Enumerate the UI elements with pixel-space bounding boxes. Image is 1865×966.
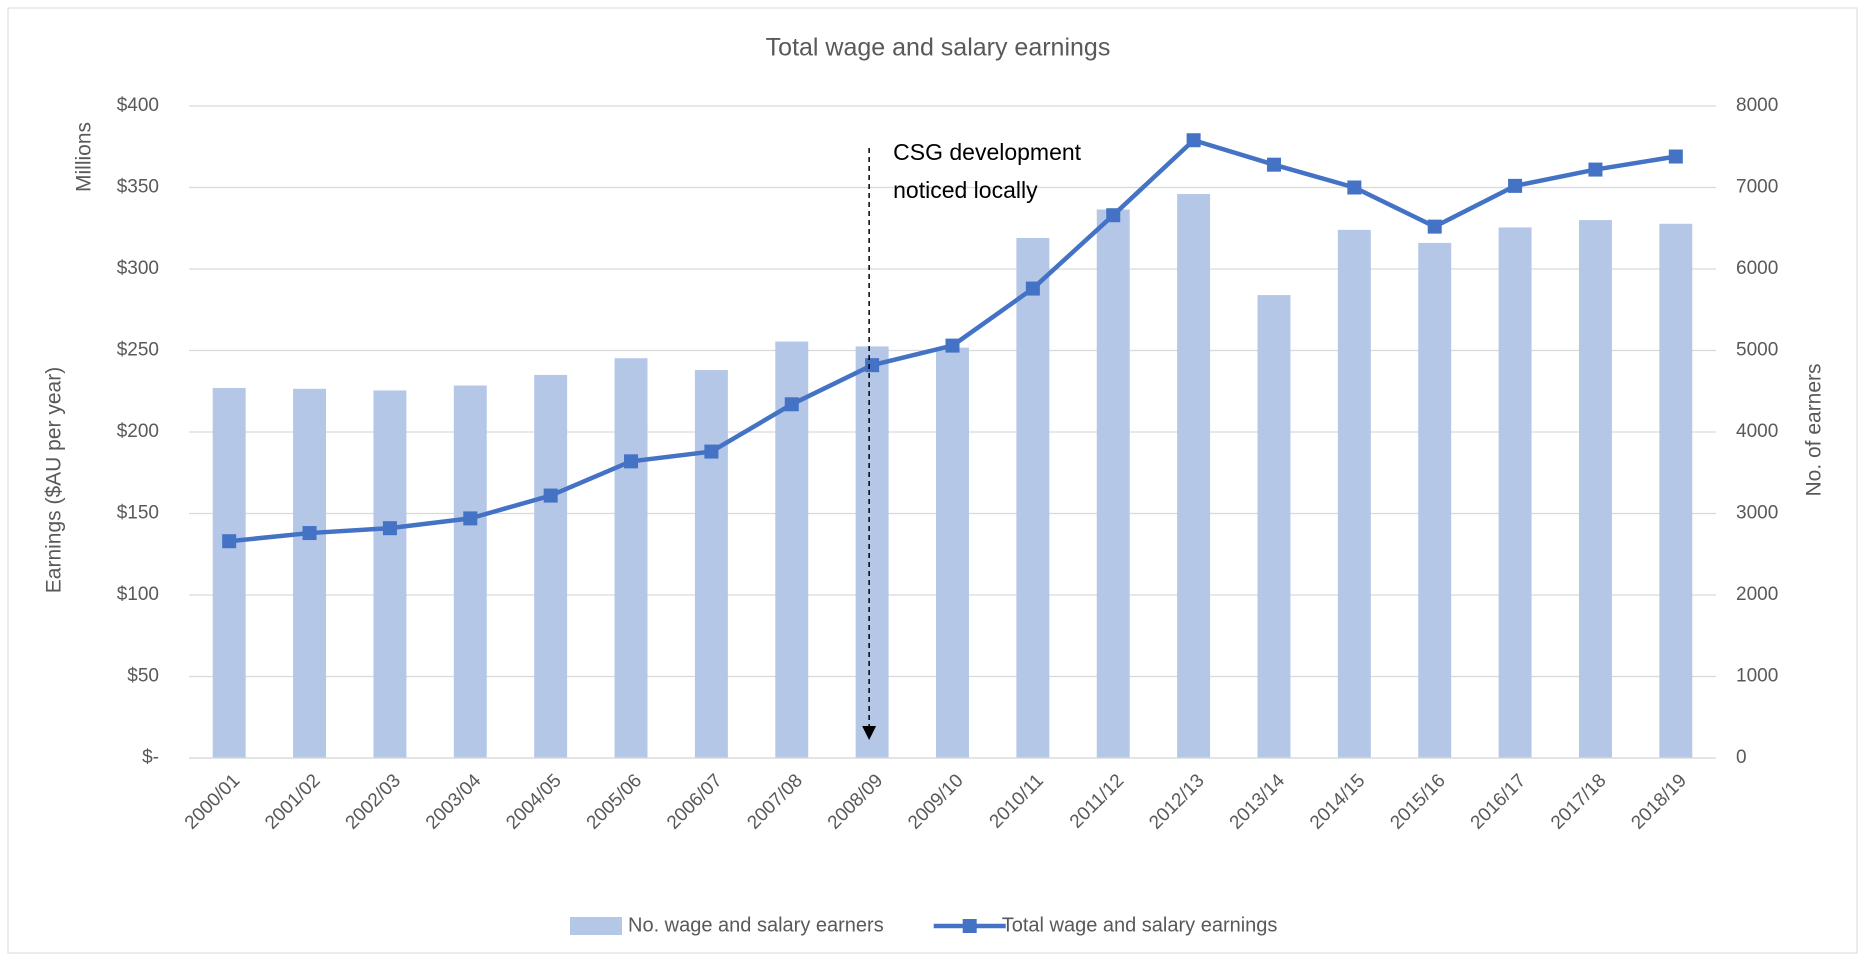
y2-tick-label: 2000 — [1736, 584, 1778, 605]
bar — [1177, 194, 1211, 758]
bar — [855, 346, 889, 758]
bar — [1257, 295, 1291, 758]
y2-axis-title: No. of earners — [1803, 363, 1826, 496]
chart-title: Total wage and salary earnings — [766, 34, 1111, 62]
y-tick-label: $150 — [117, 503, 159, 524]
line-marker — [1588, 162, 1603, 177]
y2-tick-label: 6000 — [1736, 258, 1778, 279]
y2-tick-label: 0 — [1736, 747, 1747, 768]
y-tick-label: $50 — [127, 666, 159, 687]
annotation-text: noticed locally — [893, 177, 1038, 203]
bar — [1498, 227, 1532, 758]
line-marker — [784, 397, 799, 412]
line-marker — [1266, 157, 1281, 172]
legend-swatch-marker — [962, 919, 977, 933]
bar — [936, 347, 969, 758]
bar — [694, 370, 728, 758]
bar — [1578, 220, 1612, 759]
line-marker — [222, 534, 237, 549]
line-marker — [1025, 281, 1040, 296]
bar — [293, 388, 327, 758]
y-tick-label: $300 — [117, 258, 159, 279]
bar — [1659, 223, 1693, 758]
annotation-text: CSG development — [893, 139, 1082, 165]
bar — [614, 358, 648, 758]
y2-tick-label: 4000 — [1736, 421, 1778, 442]
line-marker — [543, 488, 558, 503]
y-tick-label: $350 — [117, 177, 159, 198]
bar — [1418, 242, 1452, 759]
bar — [453, 385, 487, 758]
line-marker — [945, 338, 960, 353]
y2-tick-label: 1000 — [1736, 666, 1778, 687]
line-marker — [1186, 133, 1201, 148]
legend-label: Total wage and salary earnings — [1002, 914, 1278, 936]
line-marker — [1668, 149, 1683, 164]
y-tick-label: $- — [142, 747, 159, 768]
y-tick-label: $200 — [117, 421, 159, 442]
y-axis-title: Earnings ($AU per year) — [43, 367, 66, 593]
y2-tick-label: 8000 — [1736, 95, 1778, 116]
bar — [534, 374, 568, 758]
y2-tick-label: 3000 — [1736, 503, 1778, 524]
line-marker — [1427, 219, 1442, 234]
bar — [1016, 238, 1050, 758]
annotation-arrowhead — [862, 726, 877, 740]
line-marker — [1106, 208, 1121, 223]
bar — [1096, 209, 1130, 758]
line-marker — [865, 358, 880, 373]
line-marker — [1508, 178, 1523, 193]
bar — [212, 387, 246, 758]
y-tick-label: $250 — [117, 340, 159, 361]
line-marker — [624, 454, 639, 469]
line-marker — [302, 526, 317, 541]
bar — [1337, 229, 1371, 758]
legend-swatch — [570, 917, 622, 935]
line-marker — [704, 444, 719, 459]
bar — [373, 390, 407, 758]
y-tick-label: $100 — [117, 584, 159, 605]
y-axis-unit: Millions — [73, 122, 96, 192]
y2-tick-label: 5000 — [1736, 340, 1778, 361]
y-tick-label: $400 — [117, 95, 159, 116]
line-marker — [463, 511, 478, 526]
y2-tick-label: 7000 — [1736, 177, 1778, 198]
line-marker — [1347, 180, 1362, 195]
line-marker — [382, 521, 397, 536]
legend-label: No. wage and salary earners — [628, 914, 884, 936]
legend: No. wage and salary earners Total wage an… — [570, 914, 1277, 936]
